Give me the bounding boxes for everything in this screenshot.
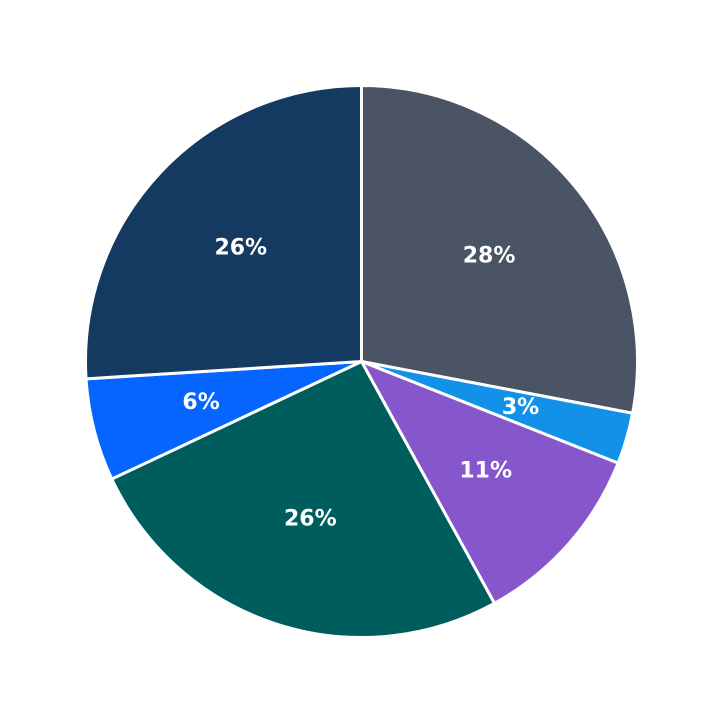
pie-slice-3 — [110, 360, 496, 639]
pie-labels: 28% 3% 11% 26% 6% 26% — [182, 236, 539, 532]
pie-slice-0 — [360, 84, 639, 415]
pie-slice-label-4: 6% — [182, 390, 219, 415]
pie-slices — [84, 84, 639, 639]
pie-slice-5 — [84, 84, 363, 381]
pie-slice-label-2: 11% — [459, 459, 512, 484]
pie-slice-label-3: 26% — [284, 506, 337, 531]
pie-slice-label-0: 28% — [463, 243, 516, 268]
pie-slice-2 — [360, 360, 620, 605]
pie-slice-label-1: 3% — [502, 395, 539, 420]
pie-slice-label-5: 26% — [214, 236, 267, 261]
